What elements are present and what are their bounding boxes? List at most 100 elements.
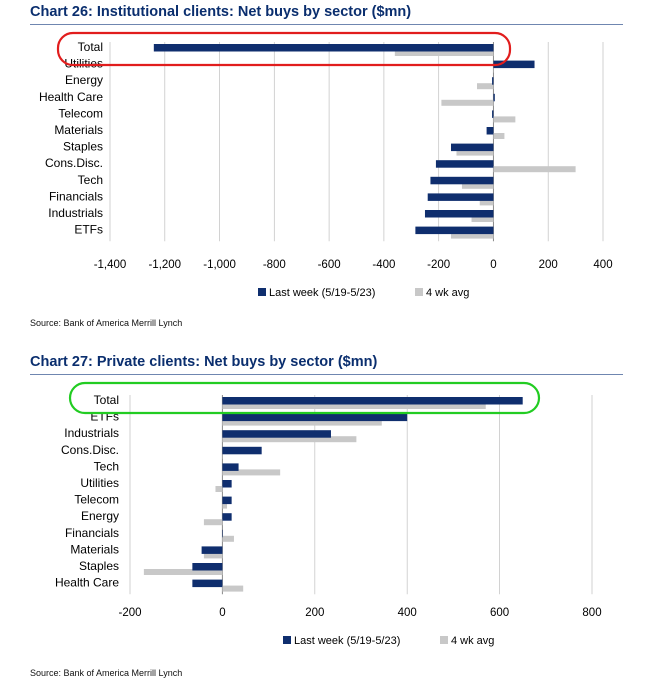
bar-last-week bbox=[493, 93, 495, 102]
x-tick-label: -1,000 bbox=[203, 259, 236, 271]
category-label: Cons.Disc. bbox=[61, 443, 119, 457]
bar-last-week bbox=[435, 160, 494, 168]
category-label: Energy bbox=[81, 509, 119, 523]
private-net-buys-chart: Total ETFs Industrials Cons.Disc. Tech Utilit… bbox=[55, 381, 602, 647]
x-tick-label: 600 bbox=[490, 607, 509, 619]
x-tick-label: 800 bbox=[582, 607, 601, 619]
category-label: Financials bbox=[49, 189, 103, 203]
category-label: Industrials bbox=[48, 206, 103, 220]
x-tick-label: 200 bbox=[539, 259, 558, 271]
legend-swatch-4wk-avg bbox=[415, 288, 423, 296]
bar-4wk-avg bbox=[143, 569, 223, 575]
legend-swatch-last-week bbox=[258, 288, 266, 296]
bar-last-week bbox=[492, 77, 494, 85]
bar-last-week bbox=[222, 496, 232, 505]
bar-last-week bbox=[201, 546, 223, 554]
legend-label-last-week: Last week (5/19-5/23) bbox=[269, 287, 375, 299]
bar-4wk-avg bbox=[479, 199, 494, 206]
category-label: ETFs bbox=[74, 223, 103, 237]
bar-last-week bbox=[492, 110, 494, 118]
x-tick-label: 400 bbox=[398, 607, 417, 619]
x-tick-label: -1,400 bbox=[94, 259, 127, 271]
x-tick-label: 0 bbox=[490, 259, 496, 271]
x-tick-label: -400 bbox=[372, 259, 395, 271]
bar-last-week bbox=[427, 193, 494, 201]
total-highlight-outline bbox=[68, 381, 541, 415]
category-label: Health Care bbox=[55, 576, 119, 590]
category-label: Utilities bbox=[80, 476, 119, 490]
category-label: Total bbox=[78, 40, 103, 54]
bar-4wk-avg bbox=[394, 50, 494, 56]
bar-last-week bbox=[486, 127, 494, 135]
bar-last-week bbox=[222, 529, 223, 538]
category-label: Total bbox=[94, 393, 119, 407]
bar-4wk-avg bbox=[493, 133, 505, 139]
bar-4wk-avg bbox=[461, 182, 494, 189]
bar-4wk-avg bbox=[222, 502, 228, 509]
bar-4wk-avg bbox=[471, 216, 494, 222]
legend-swatch-last-week bbox=[283, 636, 291, 644]
bar-4wk-avg bbox=[222, 403, 486, 409]
bar-last-week bbox=[222, 430, 331, 438]
bar-last-week bbox=[222, 463, 239, 471]
bar-last-week bbox=[222, 446, 262, 455]
bar-last-week bbox=[222, 513, 232, 521]
bar-4wk-avg bbox=[441, 99, 494, 106]
bar-last-week bbox=[430, 176, 494, 185]
title-divider bbox=[30, 374, 623, 375]
x-tick-label: 200 bbox=[305, 607, 324, 619]
legend-swatch-4wk-avg bbox=[440, 636, 448, 644]
category-label: Staples bbox=[79, 559, 119, 573]
bar-last-week bbox=[415, 226, 494, 235]
bar-last-week bbox=[222, 413, 408, 422]
bar-4wk-avg bbox=[456, 149, 494, 156]
institutional-net-buys-chart: Total Utilities Energy Health Care Telecom Ma… bbox=[39, 31, 613, 299]
bar-last-week bbox=[493, 60, 535, 69]
bar-last-week bbox=[222, 480, 232, 488]
legend-label-last-week: Last week (5/19-5/23) bbox=[294, 635, 400, 647]
category-label: Utilities bbox=[64, 57, 103, 71]
category-label: Health Care bbox=[39, 90, 103, 104]
bar-4wk-avg bbox=[203, 519, 223, 526]
bar-4wk-avg bbox=[477, 83, 494, 90]
source-note: Source: Bank of America Merrill Lynch bbox=[30, 318, 183, 328]
bar-last-week bbox=[192, 579, 223, 588]
legend-label-4wk-avg: 4 wk avg bbox=[426, 287, 469, 299]
bar-4wk-avg bbox=[222, 436, 357, 443]
bar-last-week bbox=[424, 210, 494, 218]
bar-last-week bbox=[450, 143, 494, 152]
category-label: Cons.Disc. bbox=[45, 156, 103, 170]
bar-4wk-avg bbox=[493, 116, 516, 123]
category-label: Materials bbox=[70, 542, 119, 556]
category-label: Materials bbox=[54, 123, 103, 137]
bar-4wk-avg bbox=[222, 469, 281, 476]
bar-4wk-avg bbox=[203, 552, 223, 559]
category-label: Telecom bbox=[58, 106, 103, 120]
bar-4wk-avg bbox=[493, 166, 576, 173]
title-divider bbox=[30, 24, 623, 25]
x-tick-label: -600 bbox=[318, 259, 341, 271]
legend-label-4wk-avg: 4 wk avg bbox=[451, 635, 494, 647]
category-label: Industrials bbox=[64, 426, 119, 440]
bar-4wk-avg bbox=[222, 452, 223, 459]
category-label: ETFs bbox=[90, 410, 119, 424]
category-label: Energy bbox=[65, 73, 103, 87]
chart-title: Chart 26: Institutional clients: Net buy… bbox=[30, 4, 412, 20]
bar-last-week bbox=[222, 397, 523, 405]
bar-last-week bbox=[192, 563, 223, 571]
bar-last-week bbox=[153, 44, 494, 52]
x-tick-label: -800 bbox=[263, 259, 286, 271]
x-tick-label: 400 bbox=[593, 259, 612, 271]
bar-4wk-avg bbox=[450, 232, 494, 239]
x-tick-label: -200 bbox=[118, 607, 141, 619]
x-tick-label: -1,200 bbox=[148, 259, 181, 271]
category-label: Staples bbox=[63, 140, 103, 154]
category-label: Tech bbox=[94, 459, 119, 473]
x-tick-label: -200 bbox=[427, 259, 450, 271]
chart-title: Chart 27: Private clients: Net buys by s… bbox=[30, 354, 378, 370]
x-tick-label: 0 bbox=[219, 607, 225, 619]
bar-4wk-avg bbox=[493, 66, 494, 73]
source-note: Source: Bank of America Merrill Lynch bbox=[30, 668, 183, 678]
bar-4wk-avg bbox=[222, 585, 244, 592]
bar-4wk-avg bbox=[222, 535, 234, 542]
